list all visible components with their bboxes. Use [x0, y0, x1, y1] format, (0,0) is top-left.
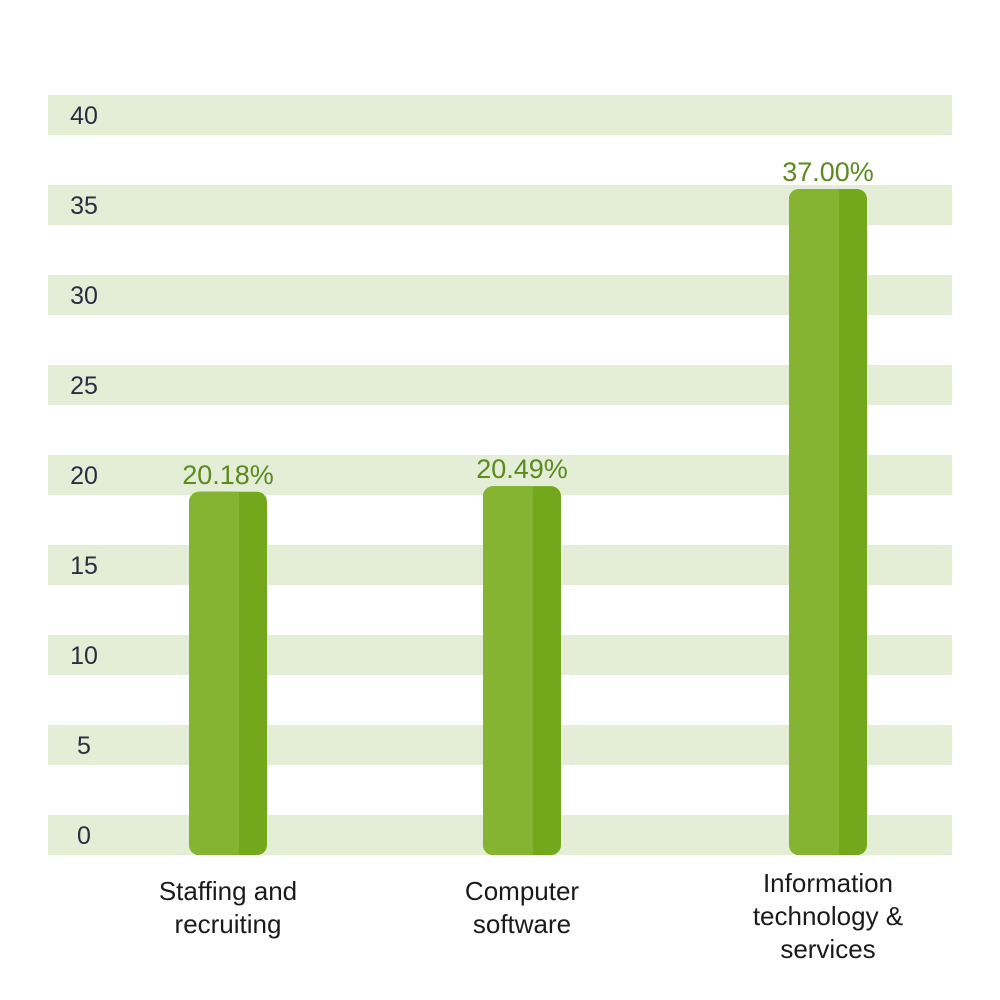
bars [189, 189, 867, 855]
category-label-2-line-1: technology & [753, 901, 903, 931]
category-label-1-line-0: Computer [465, 876, 579, 906]
y-tick-label-40: 40 [70, 102, 98, 130]
bar-0 [189, 491, 267, 855]
data-label-2: 37.00% [782, 157, 874, 187]
bar-1 [483, 486, 561, 855]
category-label-1-line-1: software [473, 909, 571, 939]
y-tick-label-30: 30 [70, 282, 98, 310]
y-axis-ticks: 0 5 10 15 20 25 30 35 40 [70, 102, 98, 850]
y-tick-label-20: 20 [70, 462, 98, 490]
bar-1-face-fill [493, 486, 533, 855]
bar-0-face-fill [199, 491, 239, 855]
y-tick-label-0: 0 [77, 822, 91, 850]
data-label-0: 20.18% [182, 460, 274, 490]
y-tick-label-5: 5 [77, 732, 91, 760]
category-label-2-line-2: services [780, 934, 875, 964]
y-tick-label-15: 15 [70, 552, 98, 580]
y-tick-label-10: 10 [70, 642, 98, 670]
data-labels: 20.18% 20.49% 37.00% [182, 157, 874, 490]
bar-2 [789, 189, 867, 855]
y-tick-label-35: 35 [70, 192, 98, 220]
bar-2-face-fill [799, 189, 839, 855]
y-tick-label-25: 25 [70, 372, 98, 400]
grid-band-40 [48, 95, 952, 135]
data-label-1: 20.49% [476, 454, 568, 484]
category-label-0-line-1: recruiting [175, 909, 282, 939]
category-label-0-line-0: Staffing and [159, 876, 297, 906]
category-label-2-line-0: Information [763, 868, 893, 898]
